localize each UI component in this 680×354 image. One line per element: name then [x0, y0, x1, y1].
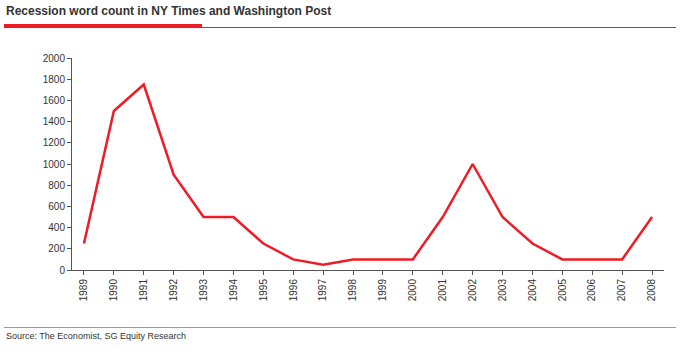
svg-text:2000: 2000 [43, 53, 66, 64]
svg-text:2005: 2005 [557, 279, 568, 302]
svg-text:1995: 1995 [258, 279, 269, 302]
svg-text:1996: 1996 [288, 279, 299, 302]
html-text:Source: The Economist, SG Equi: Source: The Economist, SG Equity Researc… [6, 331, 186, 341]
svg-text:1998: 1998 [347, 279, 358, 302]
svg-text:1400: 1400 [43, 116, 66, 127]
svg-text:2002: 2002 [467, 279, 478, 302]
svg-text:1994: 1994 [228, 279, 239, 302]
svg-text:1200: 1200 [43, 137, 66, 148]
svg-text:2008: 2008 [646, 279, 657, 302]
svg-text:2000: 2000 [407, 279, 418, 302]
svg-text:1997: 1997 [317, 279, 328, 302]
svg-text:800: 800 [48, 180, 65, 191]
svg-text:1991: 1991 [138, 279, 149, 302]
svg-text:1800: 1800 [43, 74, 66, 85]
svg-text:1990: 1990 [108, 279, 119, 302]
svg-text:200: 200 [48, 243, 65, 254]
svg-text:1999: 1999 [377, 279, 388, 302]
svg-text:1989: 1989 [78, 279, 89, 302]
html-text:Recession word count in NY Tim: Recession word count in NY Times and Was… [6, 4, 332, 18]
svg-text:2004: 2004 [527, 279, 538, 302]
svg-text:1000: 1000 [43, 159, 66, 170]
svg-text:2003: 2003 [497, 279, 508, 302]
svg-text:400: 400 [48, 222, 65, 233]
svg-text:1992: 1992 [168, 279, 179, 302]
svg-text:0: 0 [59, 265, 65, 276]
svg-text:1993: 1993 [198, 279, 209, 302]
svg-text:1600: 1600 [43, 95, 66, 106]
svg-text:2006: 2006 [586, 279, 597, 302]
svg-text:600: 600 [48, 201, 65, 212]
svg-text:2007: 2007 [616, 279, 627, 302]
svg-text:2001: 2001 [437, 279, 448, 302]
